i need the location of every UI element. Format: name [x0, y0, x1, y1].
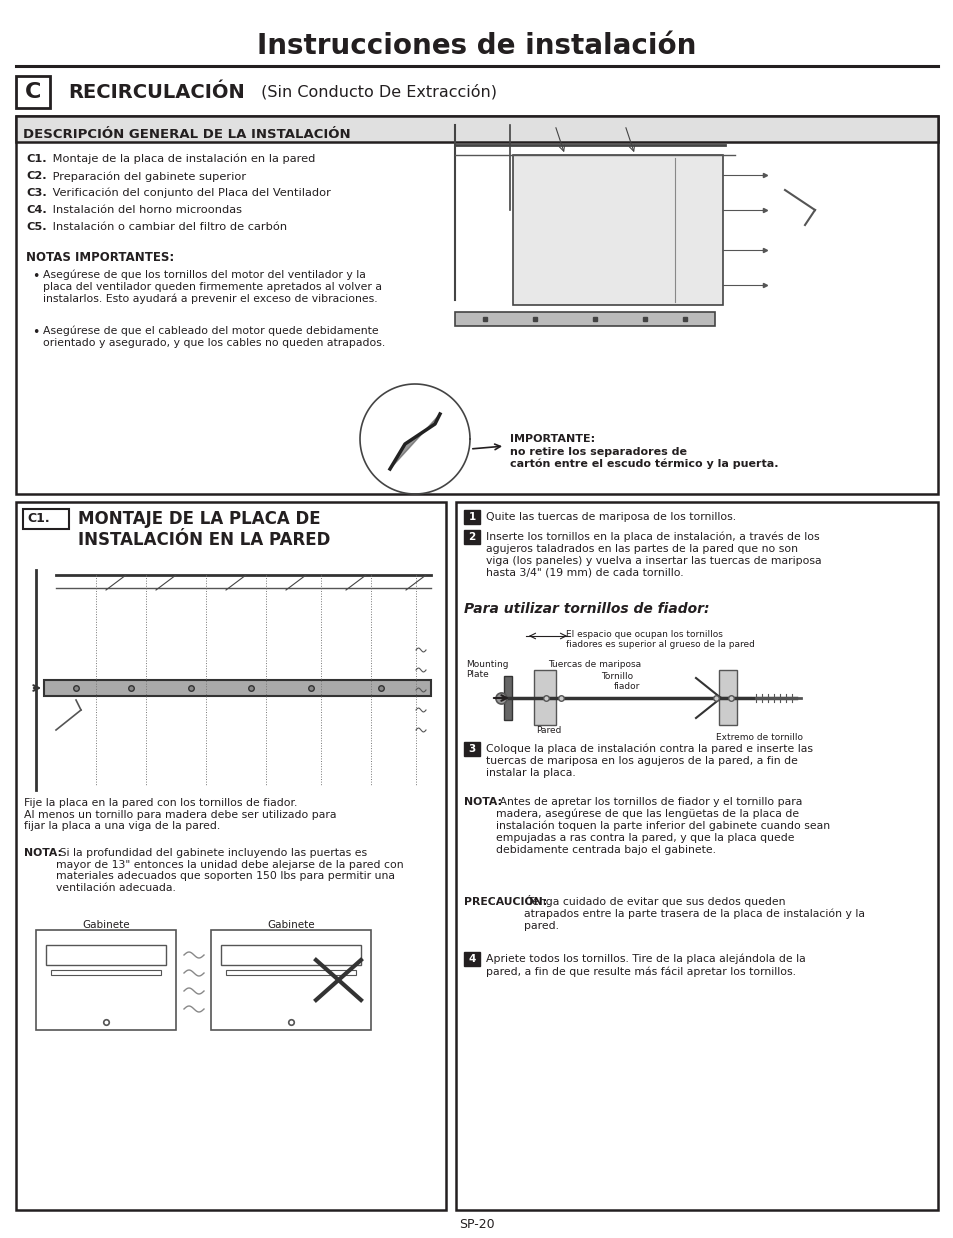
Text: Asegúrese de que el cableado del motor quede debidamente
orientado y asegurado, : Asegúrese de que el cableado del motor q…	[43, 326, 385, 348]
Text: •: •	[32, 326, 39, 339]
Bar	[16, 501, 446, 1210]
Text: Pared: Pared	[536, 725, 560, 735]
Text: C5.: C5.	[26, 222, 47, 232]
Text: Gabinete: Gabinete	[267, 920, 314, 930]
Text: Instrucciones de instalación: Instrucciones de instalación	[257, 32, 696, 59]
Text: Inserte los tornillos en la placa de instalación, a través de los
agujeros talad: Inserte los tornillos en la placa de ins…	[485, 532, 821, 577]
Bar	[463, 952, 479, 966]
Bar	[463, 530, 479, 543]
Text: C1.: C1.	[27, 513, 50, 525]
Text: Coloque la placa de instalación contra la pared e inserte las
tuercas de maripos: Coloque la placa de instalación contra l…	[485, 744, 812, 777]
Text: MONTAJE DE LA PLACA DE
INSTALACIÓN EN LA PARED: MONTAJE DE LA PLACA DE INSTALACIÓN EN LA…	[78, 510, 330, 548]
Bar	[455, 312, 714, 326]
Text: NOTA:: NOTA:	[24, 848, 62, 858]
Bar	[46, 945, 166, 964]
Text: Instalación o cambiar del filtro de carbón: Instalación o cambiar del filtro de carb…	[49, 222, 287, 232]
Text: •: •	[32, 270, 39, 284]
Bar	[211, 930, 371, 1030]
Text: C2.: C2.	[26, 171, 47, 181]
Text: IMPORTANTE:: IMPORTANTE:	[510, 435, 595, 444]
Text: Quite las tuercas de mariposa de los tornillos.: Quite las tuercas de mariposa de los tor…	[485, 513, 736, 522]
Text: RECIRCULACIÓN: RECIRCULACIÓN	[68, 83, 245, 102]
Bar	[36, 930, 175, 1030]
Bar	[534, 670, 556, 725]
Text: Para utilizar tornillos de fiador:: Para utilizar tornillos de fiador:	[463, 602, 709, 617]
Text: 1: 1	[468, 513, 476, 522]
Text: C4.: C4.	[26, 206, 47, 215]
Bar	[456, 501, 937, 1210]
Text: C1.: C1.	[26, 154, 47, 163]
Text: Fije la placa en la pared con los tornillos de fiador.
Al menos un tornillo para: Fije la placa en la pared con los tornil…	[24, 799, 336, 831]
Text: 2: 2	[468, 532, 476, 542]
Text: DESCRIPCIÓN GENERAL DE LA INSTALACIÓN: DESCRIPCIÓN GENERAL DE LA INSTALACIÓN	[23, 128, 351, 140]
Bar	[23, 509, 69, 529]
Bar	[16, 76, 50, 108]
Text: Gabinete: Gabinete	[82, 920, 130, 930]
Text: NOTAS IMPORTANTES:: NOTAS IMPORTANTES:	[26, 251, 174, 264]
Text: 4: 4	[468, 954, 476, 964]
Text: Mounting
Plate: Mounting Plate	[465, 660, 508, 680]
Text: fiador: fiador	[614, 682, 639, 691]
Text: Si la profundidad del gabinete incluyendo las puertas es
mayor de 13" entonces l: Si la profundidad del gabinete incluyend…	[56, 848, 403, 893]
Text: Montaje de la placa de instalación en la pared: Montaje de la placa de instalación en la…	[49, 154, 315, 165]
Bar	[44, 680, 431, 696]
Text: 3: 3	[468, 744, 476, 754]
Text: Apriete todos los tornillos. Tire de la placa alejándola de la
pared, a fin de q: Apriete todos los tornillos. Tire de la …	[485, 954, 805, 977]
Text: no retire los separadores de
cartón entre el escudo térmico y la puerta.: no retire los separadores de cartón entr…	[510, 447, 778, 469]
Text: SP-20: SP-20	[458, 1217, 495, 1231]
Text: Instalación del horno microondas: Instalación del horno microondas	[49, 206, 242, 215]
Text: Verificación del conjunto del Placa del Ventilador: Verificación del conjunto del Placa del …	[49, 188, 331, 198]
Bar	[221, 945, 360, 964]
Text: Antes de apretar los tornillos de fiador y el tornillo para
madera, asegúrese de: Antes de apretar los tornillos de fiador…	[496, 797, 829, 854]
Bar	[51, 971, 161, 976]
Bar	[463, 742, 479, 756]
Bar	[719, 670, 737, 725]
Text: C3.: C3.	[26, 188, 47, 198]
Text: Extremo de tornillo: Extremo de tornillo	[716, 733, 802, 742]
Text: C: C	[25, 82, 41, 102]
Text: Preparación del gabinete superior: Preparación del gabinete superior	[49, 171, 246, 182]
Text: El espacio que ocupan los tornillos
fiadores es superior al grueso de la pared: El espacio que ocupan los tornillos fiad…	[565, 630, 754, 650]
Bar	[226, 971, 355, 976]
Bar	[463, 510, 479, 524]
Text: Tuercas de mariposa: Tuercas de mariposa	[547, 660, 640, 669]
Text: PRECAUCIÓN:: PRECAUCIÓN:	[463, 898, 547, 907]
Text: NOTA:: NOTA:	[463, 797, 501, 807]
Text: Tornillo: Tornillo	[600, 672, 633, 681]
Text: Tenga cuidado de evitar que sus dedos queden
atrapados entre la parte trasera de: Tenga cuidado de evitar que sus dedos qu…	[523, 898, 864, 931]
Bar	[513, 155, 722, 305]
Bar	[16, 116, 937, 142]
Polygon shape	[390, 413, 439, 469]
Text: Asegúrese de que los tornillos del motor del ventilador y la
placa del ventilado: Asegúrese de que los tornillos del motor…	[43, 270, 381, 305]
Bar	[16, 116, 937, 494]
Text: (Sin Conducto De Extracción): (Sin Conducto De Extracción)	[255, 84, 497, 100]
Bar	[503, 676, 512, 721]
